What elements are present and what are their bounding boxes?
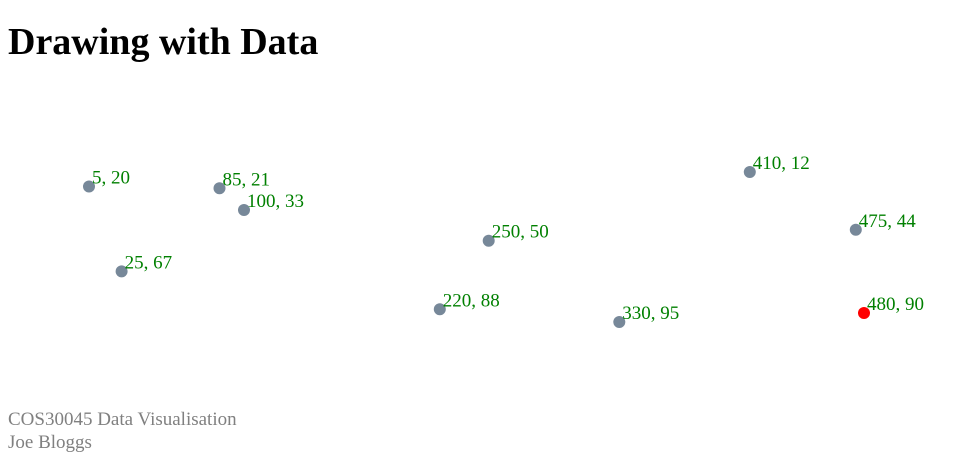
data-point	[115, 265, 128, 278]
data-point	[238, 204, 250, 216]
footer-course: COS30045 Data Visualisation	[8, 409, 237, 430]
page-title: Drawing with Data	[8, 21, 319, 63]
data-point	[83, 180, 95, 193]
data-point	[213, 182, 226, 195]
data-label: 250, 50	[492, 222, 549, 243]
data-point	[613, 316, 626, 328]
data-label: 5, 20	[92, 168, 130, 189]
data-point	[849, 223, 862, 236]
highlighted-data-point	[858, 307, 870, 319]
data-point	[482, 234, 495, 247]
data-label: 410, 12	[753, 153, 810, 174]
data-label: 220, 88	[443, 290, 500, 311]
footer: COS30045 Data Visualisation Joe Bloggs	[8, 408, 237, 454]
data-label: 25, 67	[125, 252, 173, 273]
data-point	[743, 166, 756, 178]
data-label: 475, 44	[859, 211, 917, 232]
footer-author: Joe Bloggs	[8, 432, 92, 453]
data-label: 100, 33	[247, 191, 304, 212]
data-label: 480, 90	[867, 294, 924, 315]
data-label: 85, 21	[223, 169, 271, 190]
data-label: 330, 95	[622, 303, 679, 324]
data-point	[433, 303, 446, 316]
